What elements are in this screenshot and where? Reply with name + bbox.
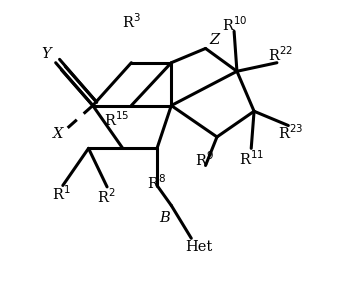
Text: R$^{11}$: R$^{11}$	[239, 149, 264, 168]
Text: R$^{15}$: R$^{15}$	[104, 111, 130, 129]
Text: Y: Y	[41, 47, 51, 61]
Text: R$^{23}$: R$^{23}$	[278, 123, 304, 142]
Text: R$^{1}$: R$^{1}$	[52, 185, 71, 203]
Text: B: B	[159, 211, 170, 225]
Text: R$^{2}$: R$^{2}$	[97, 187, 115, 206]
Text: Het: Het	[185, 240, 213, 254]
Text: X: X	[52, 127, 63, 141]
Text: R$^{10}$: R$^{10}$	[222, 15, 247, 33]
Text: Z: Z	[209, 33, 219, 47]
Text: R$^{9}$: R$^{9}$	[195, 150, 213, 169]
Text: R$^{8}$: R$^{8}$	[147, 173, 166, 192]
Text: R$^{3}$: R$^{3}$	[122, 12, 141, 31]
Text: R$^{22}$: R$^{22}$	[268, 45, 293, 63]
